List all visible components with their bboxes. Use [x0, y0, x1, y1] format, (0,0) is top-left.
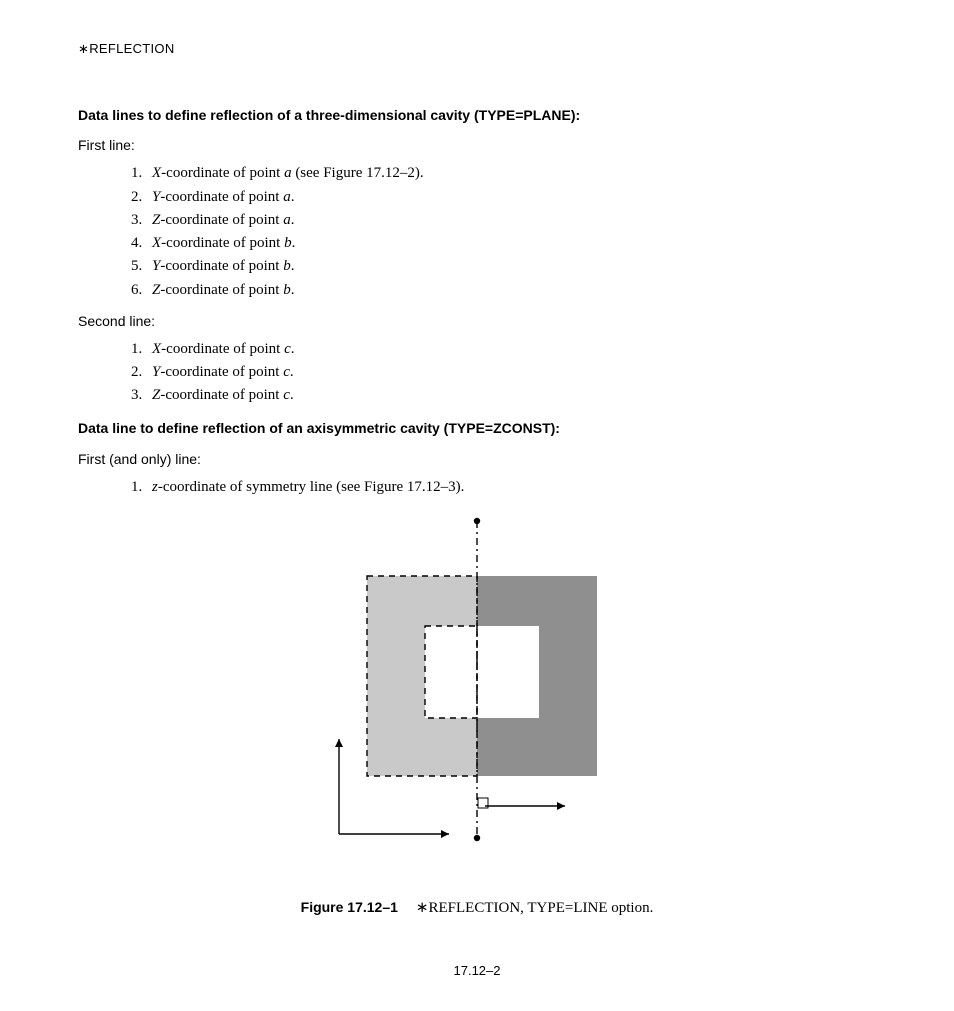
section2-heading: Data line to define reflection of an axi…: [78, 419, 876, 438]
list-item: X-coordinate of point a (see Figure 17.1…: [146, 163, 876, 183]
section1-second-label: Second line:: [78, 312, 876, 331]
list-item: z-coordinate of symmetry line (see Figur…: [146, 477, 876, 497]
list-item: Z-coordinate of point b.: [146, 280, 876, 300]
section1-first-label: First line:: [78, 136, 876, 155]
section2-list: z-coordinate of symmetry line (see Figur…: [146, 477, 876, 497]
figure-block: Figure 17.12–1 ∗REFLECTION, TYPE=LINE opt…: [78, 516, 876, 918]
figure-caption: Figure 17.12–1 ∗REFLECTION, TYPE=LINE opt…: [78, 898, 876, 918]
list-item: X-coordinate of point c.: [146, 339, 876, 359]
section1-heading: Data lines to define reflection of a thr…: [78, 106, 876, 125]
section1-first-list: X-coordinate of point a (see Figure 17.1…: [146, 163, 876, 300]
figure-label: Figure 17.12–1: [301, 899, 398, 915]
section1-second-list: X-coordinate of point c. Y-coordinate of …: [146, 339, 876, 406]
list-item: X-coordinate of point b.: [146, 233, 876, 253]
page-number: 17.12–2: [78, 962, 876, 980]
section2-first-label: First (and only) line:: [78, 450, 876, 469]
list-item: Z-coordinate of point c.: [146, 385, 876, 405]
list-item: Y-coordinate of point b.: [146, 256, 876, 276]
list-item: Y-coordinate of point c.: [146, 362, 876, 382]
figure-diagram: [78, 516, 876, 876]
list-item: Z-coordinate of point a.: [146, 210, 876, 230]
page-header-keyword: ∗REFLECTION: [78, 40, 876, 58]
figure-caption-text: ∗REFLECTION, TYPE=LINE option.: [416, 900, 653, 916]
list-item: Y-coordinate of point a.: [146, 187, 876, 207]
